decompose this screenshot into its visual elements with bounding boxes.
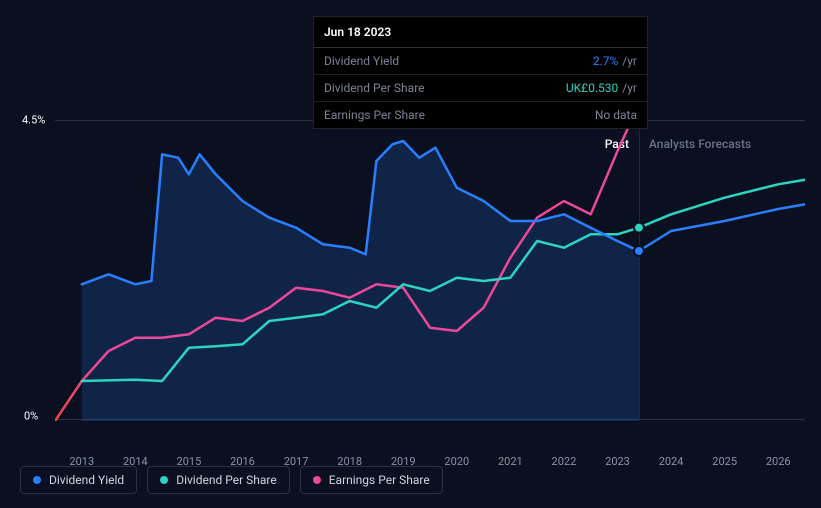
x-axis-tick: 2025 xyxy=(712,455,737,468)
tooltip-value: 2.7%/yr xyxy=(593,54,637,68)
chart-container: 4.5% 0% Past Analysts Forecasts 20132014… xyxy=(20,120,806,440)
x-axis-tick: 2020 xyxy=(444,455,469,468)
x-axis-tick: 2023 xyxy=(605,455,630,468)
y-axis-max: 4.5% xyxy=(22,114,45,127)
tooltip-row: Earnings Per ShareNo data xyxy=(314,102,647,128)
tooltip-value: No data xyxy=(595,108,637,122)
x-axis-tick: 2021 xyxy=(498,455,523,468)
legend-item[interactable]: Dividend Yield xyxy=(20,466,137,494)
x-axis-tick: 2024 xyxy=(659,455,684,468)
legend-dot-icon xyxy=(160,476,168,484)
plot-area: Past Analysts Forecasts xyxy=(55,120,805,420)
legend-label: Dividend Yield xyxy=(49,473,124,487)
tooltip-row: Dividend Yield2.7%/yr xyxy=(314,48,647,75)
tooltip-label: Dividend Yield xyxy=(324,54,593,68)
legend-dot-icon xyxy=(33,476,41,484)
tooltip-value: UK£0.530/yr xyxy=(566,81,637,95)
x-axis-tick: 2022 xyxy=(552,455,577,468)
legend-label: Dividend Per Share xyxy=(176,473,277,487)
chart-legend: Dividend Yield Dividend Per Share Earnings… xyxy=(20,466,443,494)
x-axis-tick: 2026 xyxy=(766,455,791,468)
chart-svg xyxy=(55,121,805,421)
legend-dot-icon xyxy=(313,476,321,484)
y-axis-min: 0% xyxy=(24,410,38,423)
legend-label: Earnings Per Share xyxy=(329,473,430,487)
legend-item[interactable]: Earnings Per Share xyxy=(300,466,443,494)
tooltip-label: Earnings Per Share xyxy=(324,108,595,122)
tooltip-label: Dividend Per Share xyxy=(324,81,566,95)
chart-tooltip: Jun 18 2023 Dividend Yield2.7%/yrDividen… xyxy=(313,16,648,129)
tooltip-row: Dividend Per ShareUK£0.530/yr xyxy=(314,75,647,102)
legend-item[interactable]: Dividend Per Share xyxy=(147,466,290,494)
tooltip-date: Jun 18 2023 xyxy=(314,17,647,48)
